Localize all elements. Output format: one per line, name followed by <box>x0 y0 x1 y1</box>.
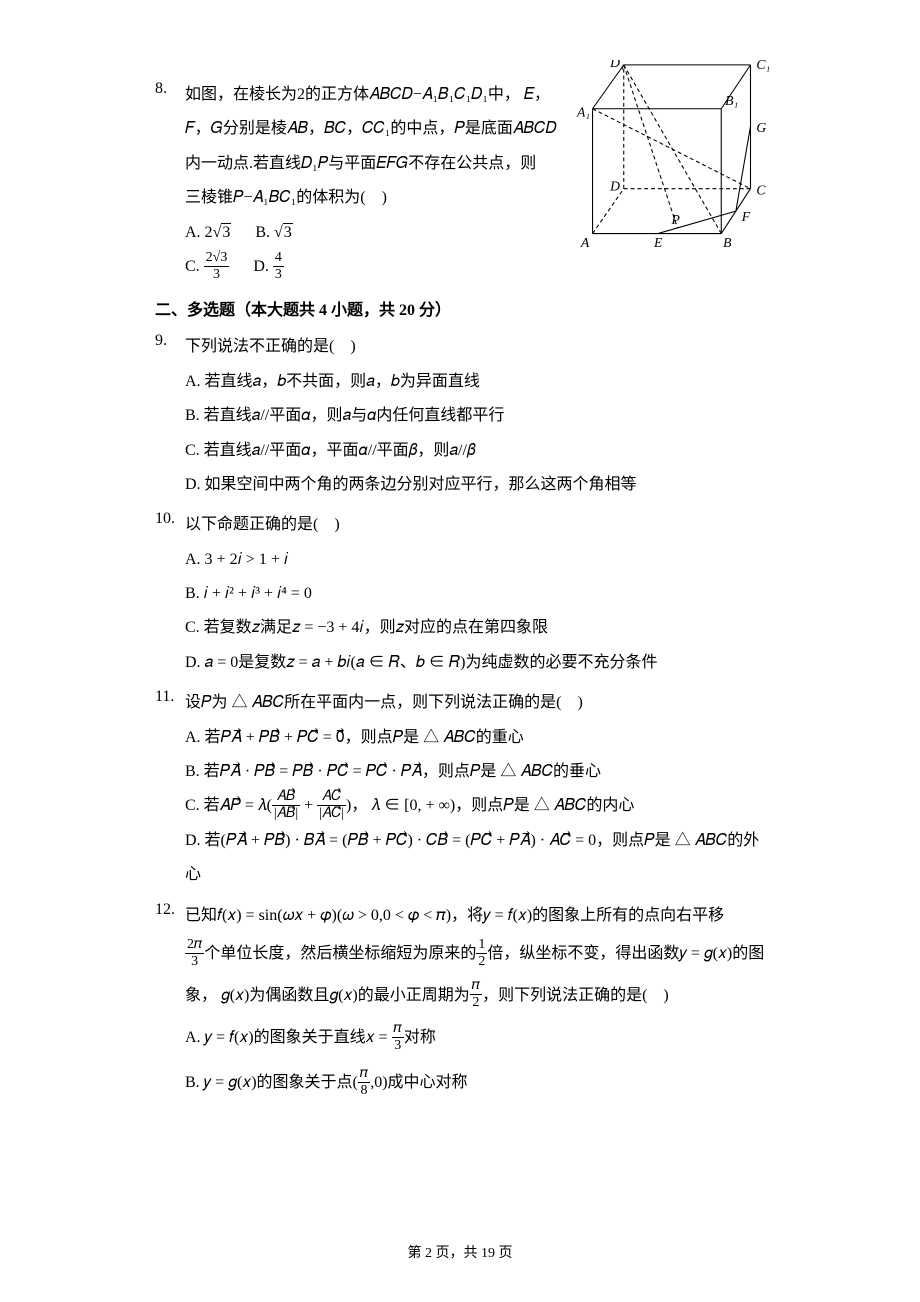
q11-c-f1n: 𝐴𝐵⃗ <box>272 790 300 806</box>
q12-a-fd: 3 <box>392 1038 404 1053</box>
q10-opt-b: B. 𝑖 + 𝑖² + 𝑖³ + 𝑖⁴ = 0 <box>185 577 765 611</box>
question-12: 12. 已知𝑓(𝑥) = sin(𝜔𝑥 + 𝜑)(𝜔 > 0,0 < 𝜑 < 𝜋… <box>155 899 765 1106</box>
svg-text:P: P <box>671 212 680 227</box>
q10-opt-c: C. 若复数𝑧满足𝑧 = −3 + 4𝑖，则𝑧对应的点在第四象限 <box>185 611 765 645</box>
svg-text:C: C <box>756 183 766 198</box>
section-2-title: 二、多选题（本大题共 4 小题，共 20 分） <box>155 296 765 320</box>
q9-opt-a: A. 若直线𝑎，𝑏不共面，则𝑎，𝑏为异面直线 <box>185 365 765 399</box>
q9-stem: 下列说法不正确的是( ) <box>185 330 765 364</box>
svg-text:F: F <box>741 209 751 224</box>
q12-f1d: 3 <box>185 954 204 969</box>
q10-number: 10. <box>155 508 185 528</box>
q8-options-row2: C. 2√33 D. 43 <box>185 250 765 284</box>
svg-text:A₁: A₁ <box>576 105 590 120</box>
q12-l2b: 个单位长度，然后横坐标缩短为原来的 <box>204 945 476 962</box>
q8-opt-b-pre: B. <box>255 224 274 241</box>
q8-opt-a-pre: A. 2 <box>185 224 213 241</box>
q12-l3a: 象， 𝑔(𝑥)为偶函数且𝑔(𝑥)的最小正周期为 <box>185 987 470 1004</box>
q12-b-pre: B. 𝑦 = 𝑔(𝑥)的图象关于点( <box>185 1074 358 1091</box>
q8-opt-d-num: 4 <box>273 251 284 267</box>
q12-a-post: 对称 <box>404 1029 436 1046</box>
q12-opt-a: A. 𝑦 = 𝑓(𝑥)的图象关于直线𝑥 = 𝜋3对称 <box>185 1016 765 1061</box>
q12-l2c: 倍，纵坐标不变，得出函数𝑦 = 𝑔(𝑥)的图 <box>487 945 764 962</box>
page-footer: 第 2 页，共 19 页 <box>0 1242 920 1262</box>
q12-opt-b: B. 𝑦 = 𝑔(𝑥)的图象关于点(𝜋8,0)成中心对称 <box>185 1061 765 1106</box>
q12-b-fd: 8 <box>358 1083 370 1098</box>
q11-c-f2d: |𝐴𝐶⃗| <box>317 806 346 821</box>
q11-c-f2n: 𝐴𝐶⃗ <box>317 790 346 806</box>
svg-text:B₁: B₁ <box>725 93 738 108</box>
question-9: 9. 下列说法不正确的是( ) A. 若直线𝑎，𝑏不共面，则𝑎，𝑏为异面直线 B… <box>155 330 765 502</box>
q8-opt-c-den: 3 <box>204 267 230 282</box>
question-11: 11. 设𝑃为 △ 𝐴𝐵𝐶所在平面内一点，则下列说法正确的是( ) A. 若𝑃𝐴… <box>155 686 765 892</box>
q11-c-post: )， 𝜆 ∈ [0, + ∞)，则点𝑃是 △ 𝐴𝐵𝐶的内心 <box>346 797 634 814</box>
q12-f2n: 1 <box>476 938 487 954</box>
q11-number: 11. <box>155 686 185 706</box>
q8-opt-a-rad: 3 <box>221 223 231 241</box>
q9-opt-c: C. 若直线𝑎//平面𝛼，平面𝛼//平面𝛽，则𝑎//𝛽 <box>185 434 765 468</box>
q10-opt-a: A. 3 + 2𝑖 > 1 + 𝑖 <box>185 543 765 577</box>
svg-text:A: A <box>580 235 590 250</box>
q8-opt-d-pre: D. <box>253 258 273 275</box>
q12-f3d: 2 <box>470 995 482 1010</box>
q9-number: 9. <box>155 330 185 350</box>
q11-c-pre: C. 若𝐴𝑃⃗ = 𝜆( <box>185 797 272 814</box>
q11-opt-c: C. 若𝐴𝑃⃗ = 𝜆(𝐴𝐵⃗|𝐴𝐵⃗| + 𝐴𝐶⃗|𝐴𝐶⃗|)， 𝜆 ∈ [0… <box>185 789 765 823</box>
q11-opt-b: B. 若𝑃𝐴⃗ · 𝑃𝐵⃗ = 𝑃𝐵⃗ · 𝑃𝐶⃗ = 𝑃𝐶⃗ · 𝑃𝐴⃗，则点… <box>185 755 765 789</box>
svg-text:E: E <box>653 235 663 250</box>
q10-stem: 以下命题正确的是( ) <box>185 508 765 542</box>
q10-opt-d: D. 𝑎 = 0是复数𝑧 = 𝑎 + 𝑏𝑖(𝑎 ∈ 𝑅、𝑏 ∈ 𝑅)为纯虚数的必… <box>185 646 765 680</box>
q8-number: 8. <box>155 78 185 98</box>
svg-text:D₁: D₁ <box>609 60 625 70</box>
q8-opt-d-den: 3 <box>273 267 284 282</box>
q11-c-mid: + <box>300 797 317 814</box>
q12-body: 已知𝑓(𝑥) = sin(𝜔𝑥 + 𝜑)(𝜔 > 0,0 < 𝜑 < 𝜋)，将𝑦… <box>185 899 765 1106</box>
q12-f1n: 2𝜋 <box>185 938 204 954</box>
svg-text:B: B <box>723 235 732 250</box>
q12-stem-l2: 2𝜋3个单位长度，然后横坐标缩短为原来的12倍，纵坐标不变，得出函数𝑦 = 𝑔(… <box>185 933 765 975</box>
q11-body: 设𝑃为 △ 𝐴𝐵𝐶所在平面内一点，则下列说法正确的是( ) A. 若𝑃𝐴⃗ + … <box>185 686 765 892</box>
q9-opt-d: D. 如果空间中两个角的两条边分别对应平行，那么这两个角相等 <box>185 468 765 502</box>
q12-stem-l3: 象， 𝑔(𝑥)为偶函数且𝑔(𝑥)的最小正周期为𝜋2，则下列说法正确的是( ) <box>185 975 765 1017</box>
cube-figure: D₁ C₁ A₁ B₁ G D C A B E F P <box>575 60 770 255</box>
q11-c-f1d: |𝐴𝐵⃗| <box>272 806 300 821</box>
q12-f2d: 2 <box>476 954 487 969</box>
q12-a-pre: A. 𝑦 = 𝑓(𝑥)的图象关于直线𝑥 = <box>185 1029 392 1046</box>
question-10: 10. 以下命题正确的是( ) A. 3 + 2𝑖 > 1 + 𝑖 B. 𝑖 +… <box>155 508 765 680</box>
q12-number: 12. <box>155 899 185 919</box>
q8-opt-c-pre: C. <box>185 258 204 275</box>
q12-stem-l1: 已知𝑓(𝑥) = sin(𝜔𝑥 + 𝜑)(𝜔 > 0,0 < 𝜑 < 𝜋)，将𝑦… <box>185 899 765 933</box>
q9-opt-b: B. 若直线𝑎//平面𝛼，则𝑎与𝛼内任何直线都平行 <box>185 399 765 433</box>
q11-opt-d-l1: D. 若(𝑃𝐴⃗ + 𝑃𝐵⃗) · 𝐵𝐴⃗ = (𝑃𝐵⃗ + 𝑃𝐶⃗) · 𝐶𝐵… <box>185 824 765 858</box>
q9-body: 下列说法不正确的是( ) A. 若直线𝑎，𝑏不共面，则𝑎，𝑏为异面直线 B. 若… <box>185 330 765 502</box>
q12-a-fn: 𝜋 <box>392 1022 404 1038</box>
q12-f3n: 𝜋 <box>470 979 482 995</box>
svg-text:D: D <box>609 179 620 194</box>
q12-b-fn: 𝜋 <box>358 1067 370 1083</box>
q8-opt-b-rad: 3 <box>283 223 293 241</box>
page: 8. 如图，在棱长为2的正方体𝐴𝐵𝐶𝐷−𝐴₁𝐵₁𝐶₁𝐷₁中， 𝐸， 𝐹，𝐺分别是… <box>0 0 920 1302</box>
q10-body: 以下命题正确的是( ) A. 3 + 2𝑖 > 1 + 𝑖 B. 𝑖 + 𝑖² … <box>185 508 765 680</box>
q11-opt-d-l2: 心 <box>185 858 765 892</box>
q11-opt-a: A. 若𝑃𝐴⃗ + 𝑃𝐵⃗ + 𝑃𝐶⃗ = 0⃗，则点𝑃是 △ 𝐴𝐵𝐶的重心 <box>185 721 765 755</box>
q8-opt-c-num: 2√3 <box>204 251 230 267</box>
q12-l3b: ，则下列说法正确的是( ) <box>482 987 669 1004</box>
svg-text:G: G <box>756 120 766 135</box>
svg-text:C₁: C₁ <box>756 60 770 72</box>
q11-stem: 设𝑃为 △ 𝐴𝐵𝐶所在平面内一点，则下列说法正确的是( ) <box>185 686 765 720</box>
q12-b-post: ,0)成中心对称 <box>370 1074 467 1091</box>
